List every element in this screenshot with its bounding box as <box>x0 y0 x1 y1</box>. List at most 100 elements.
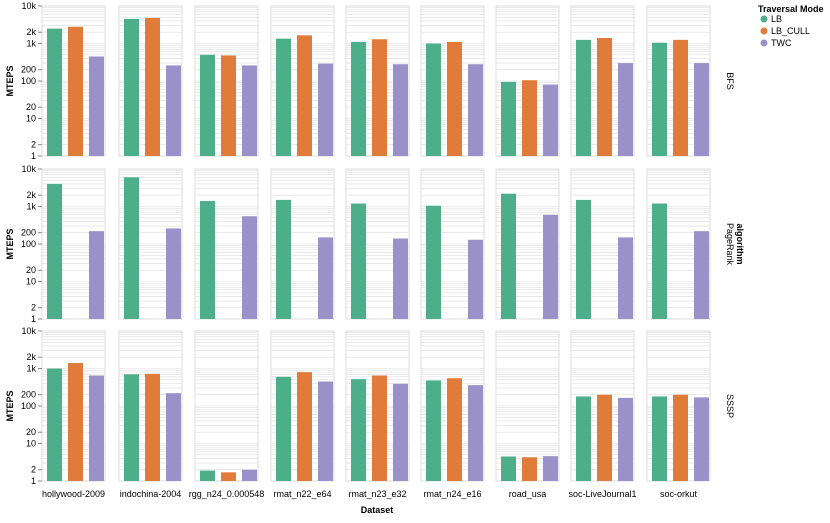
bar <box>673 39 688 156</box>
bar <box>673 394 688 481</box>
y-tick-label: 20 <box>26 265 36 275</box>
bar <box>468 239 483 319</box>
column-label: soc-LiveJournal1 <box>568 489 636 499</box>
bar <box>543 456 558 481</box>
y-tick-label: 20 <box>26 427 36 437</box>
y-tick-label: 2k <box>26 190 36 200</box>
bar <box>576 39 591 156</box>
bar <box>447 378 462 481</box>
facet-frame <box>270 168 335 320</box>
row-label: PageRank <box>725 223 735 266</box>
bar <box>221 472 236 481</box>
y-tick-label: 200 <box>21 390 36 400</box>
bar <box>372 375 387 481</box>
y-tick-label: 20 <box>26 102 36 112</box>
column-label: road_usa <box>509 489 547 499</box>
y-tick-label: 1k <box>26 39 36 49</box>
bar <box>351 41 366 157</box>
bar <box>652 203 667 319</box>
y-axis-title: MTEPS <box>5 65 15 96</box>
bar <box>468 64 483 156</box>
bar <box>447 41 462 157</box>
bar <box>393 238 408 319</box>
bar <box>618 63 633 156</box>
row-label: BFS <box>725 72 735 90</box>
y-tick-label: 10k <box>21 1 36 11</box>
bar <box>276 376 291 481</box>
bar <box>694 231 709 319</box>
y-axis-title: MTEPS <box>5 228 15 259</box>
bar <box>597 394 612 481</box>
y-tick-label: 1 <box>31 314 36 324</box>
row-title: algorithm <box>735 223 745 264</box>
bar <box>426 205 441 319</box>
bar <box>468 385 483 481</box>
y-tick-label: 2k <box>26 27 36 37</box>
facet-frame <box>646 168 711 320</box>
legend-title: Traversal Mode <box>758 4 824 14</box>
bar <box>618 397 633 481</box>
bar <box>200 470 215 481</box>
bar <box>318 63 333 156</box>
bar <box>501 193 516 319</box>
y-tick-label: 2 <box>31 303 36 313</box>
y-tick-label: 10k <box>21 164 36 174</box>
y-tick-label: 1 <box>31 151 36 161</box>
bar <box>242 469 257 481</box>
bar <box>652 396 667 481</box>
bar <box>501 81 516 156</box>
bar <box>145 17 160 156</box>
y-tick-label: 200 <box>21 65 36 75</box>
bar <box>393 383 408 481</box>
column-label: rgg_n24_0.000548 <box>189 489 265 499</box>
bar <box>242 216 257 319</box>
x-axis-title: Dataset <box>361 505 394 515</box>
facet-frame <box>345 168 410 320</box>
bar <box>426 43 441 156</box>
bar <box>393 64 408 156</box>
y-tick-label: 2 <box>31 140 36 150</box>
bar <box>47 183 62 319</box>
bar <box>694 397 709 481</box>
bar <box>47 28 62 157</box>
legend-label: LB_CULL <box>771 26 810 36</box>
bar <box>89 231 104 319</box>
bar <box>652 42 667 157</box>
y-tick-label: 1k <box>26 202 36 212</box>
legend-swatch <box>760 15 768 23</box>
bar <box>501 456 516 481</box>
y-tick-label: 1 <box>31 476 36 486</box>
bar <box>522 80 537 156</box>
column-label: indochina-2004 <box>120 489 182 499</box>
bar <box>618 237 633 319</box>
legend-label: TWC <box>771 38 792 48</box>
bar <box>166 393 181 481</box>
y-tick-label: 10 <box>26 114 36 124</box>
bar <box>576 199 591 319</box>
bar <box>166 65 181 156</box>
bar <box>221 55 236 156</box>
bar <box>145 373 160 481</box>
bar <box>522 457 537 481</box>
bar <box>318 237 333 319</box>
bar <box>47 368 62 481</box>
y-axis-title: MTEPS <box>5 390 15 421</box>
column-label: rmat_n23_e32 <box>348 489 406 499</box>
facet-frame <box>495 168 560 320</box>
bar <box>89 375 104 481</box>
bar <box>68 26 83 157</box>
bar <box>426 380 441 481</box>
legend-label: LB <box>771 14 782 24</box>
bar <box>694 63 709 156</box>
bar <box>351 379 366 481</box>
facet-frame <box>118 168 183 320</box>
column-label: hollywood-2009 <box>42 489 105 499</box>
bar <box>200 54 215 157</box>
bar <box>200 201 215 319</box>
facet-frame <box>194 168 259 320</box>
legend-swatch <box>760 39 768 47</box>
facet-frame <box>420 168 485 320</box>
column-label: rmat_n22_e64 <box>273 489 331 499</box>
